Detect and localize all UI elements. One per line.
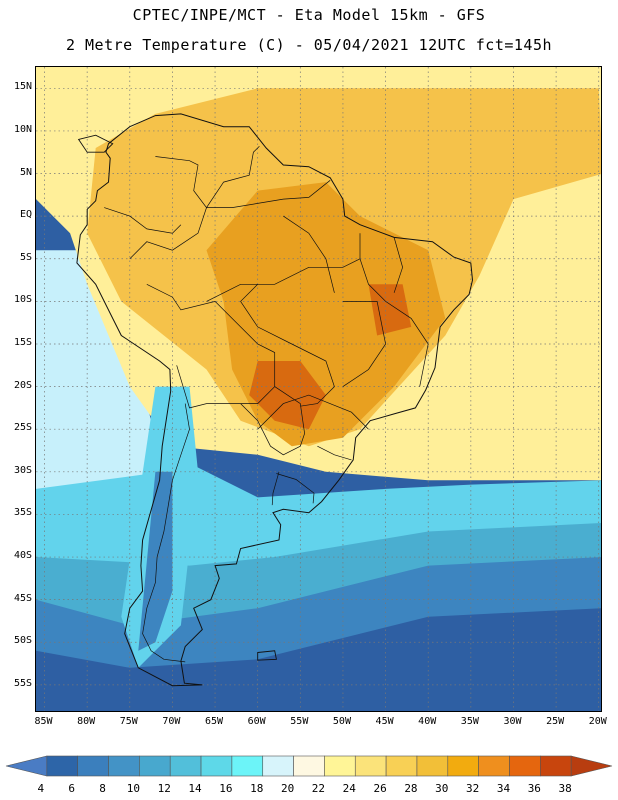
title-line-1: CPTEC/INPE/MCT - Eta Model 15km - GFS — [132, 6, 486, 24]
colorbar-swatch — [169, 755, 202, 777]
temperature-zone-subantarctic-ocean — [138, 471, 173, 651]
colorbar-swatch — [570, 755, 613, 777]
colorbar-tick-label: 14 — [188, 782, 202, 795]
colorbar-swatch — [478, 755, 510, 777]
colorbar-swatch — [293, 755, 325, 777]
colorbar — [5, 755, 613, 777]
latitude-tick-label: 35S — [13, 507, 32, 519]
colorbar-tick-label: 10 — [126, 782, 140, 795]
latitude-tick-label: 5S — [19, 251, 32, 263]
longitude-tick-label: 25W — [546, 716, 565, 727]
latitude-tick-label: 5N — [19, 166, 32, 178]
longitude-tick-label: 40W — [418, 716, 437, 727]
latitude-tick-label: 10N — [13, 123, 32, 135]
country-border — [155, 146, 260, 209]
longitude-tick-label: 45W — [375, 716, 394, 727]
colorbar-tick-label: 20 — [280, 782, 295, 795]
country-border — [142, 403, 190, 663]
latitude-tick-label: 20S — [13, 379, 32, 391]
temperature-zone-subantarctic-ocean — [36, 540, 601, 668]
longitude-tick-label: 60W — [247, 716, 266, 727]
latitude-tick-label: 15S — [13, 336, 32, 348]
country-border — [257, 394, 369, 430]
colorbar-swatch — [231, 755, 264, 777]
map-frame[interactable] — [35, 66, 602, 712]
longitude-tick-label: 80W — [77, 716, 96, 727]
colorbar-swatch — [416, 755, 449, 777]
latitude-tick-label: 50S — [13, 635, 32, 647]
latitude-tick-label: 15N — [13, 81, 32, 93]
temperature-map[interactable] — [36, 67, 602, 712]
island-outline — [257, 650, 277, 661]
colorbar-swatch — [139, 755, 171, 777]
temperature-zone-hottest-core — [368, 284, 412, 336]
colorbar-swatch — [108, 755, 140, 777]
colorbar-swatch — [200, 755, 233, 777]
colorbar-swatch — [385, 755, 418, 777]
colorbar-swatch — [77, 755, 109, 777]
colorbar-tick-label: 8 — [99, 782, 106, 795]
colorbar-swatch — [447, 755, 479, 777]
longitude-tick-label: 75W — [119, 716, 138, 727]
colorbar-tick-label: 4 — [37, 782, 45, 795]
country-border — [240, 386, 305, 456]
colorbar-tick-label: 24 — [342, 782, 356, 795]
latitude-tick-label: 10S — [13, 294, 32, 306]
country-border — [359, 233, 429, 387]
colorbar-swatch — [46, 755, 78, 777]
longitude-tick-label: 85W — [34, 716, 53, 727]
country-border — [129, 180, 331, 260]
longitude-tick-label: 35W — [460, 716, 479, 727]
country-border — [393, 237, 403, 293]
colorbar-swatch — [540, 755, 572, 777]
longitude-tick-label: 55W — [290, 716, 309, 727]
latitude-tick-label: 25S — [13, 422, 32, 434]
latitude-tick-label: 30S — [13, 464, 32, 476]
colorbar-tick-label: 18 — [250, 782, 264, 795]
colorbar-tick-label: 26 — [373, 782, 387, 795]
country-border — [146, 283, 276, 409]
colorbar-swatch — [262, 755, 294, 777]
colorbar-tick-label: 6 — [68, 782, 75, 795]
colorbar-tick-label: 38 — [558, 782, 572, 795]
colorbar-swatch — [324, 755, 356, 777]
country-border — [342, 301, 386, 387]
longitude-tick-label: 65W — [205, 716, 224, 727]
country-border — [104, 207, 182, 234]
colorbar-tick-label: 36 — [527, 782, 541, 795]
longitude-tick-label: 50W — [332, 716, 351, 727]
country-border — [283, 215, 335, 293]
colorbar-tick-label: 12 — [157, 782, 171, 795]
colorbar-swatch — [5, 755, 48, 777]
island-outline — [77, 134, 114, 153]
longitude-tick-label: 30W — [503, 716, 522, 727]
country-border — [206, 258, 361, 302]
country-border — [276, 473, 315, 504]
coastline — [76, 113, 474, 687]
latitude-tick-label: EQ — [19, 209, 32, 221]
country-border — [271, 471, 280, 506]
latitude-tick-label: 55S — [13, 677, 32, 689]
colorbar-tick-label: 22 — [311, 782, 326, 795]
latitude-tick-label: 45S — [13, 592, 32, 604]
colorbar-tick-label: 16 — [219, 782, 233, 795]
longitude-tick-label: 20W — [588, 716, 607, 727]
colorbar-swatch — [354, 755, 387, 777]
colorbar-swatch — [509, 755, 541, 777]
colorbar-tick-label: 34 — [496, 782, 511, 795]
colorbar-tick-label: 32 — [466, 782, 480, 795]
country-border — [240, 284, 335, 407]
colorbar-tick-label: 28 — [404, 782, 418, 795]
latitude-tick-label: 40S — [13, 550, 32, 562]
longitude-tick-label: 70W — [162, 716, 181, 727]
country-border — [317, 445, 352, 461]
colorbar-tick-label: 30 — [435, 782, 449, 795]
title-line-2: 2 Metre Temperature (C) - 05/04/2021 12U… — [65, 36, 553, 54]
